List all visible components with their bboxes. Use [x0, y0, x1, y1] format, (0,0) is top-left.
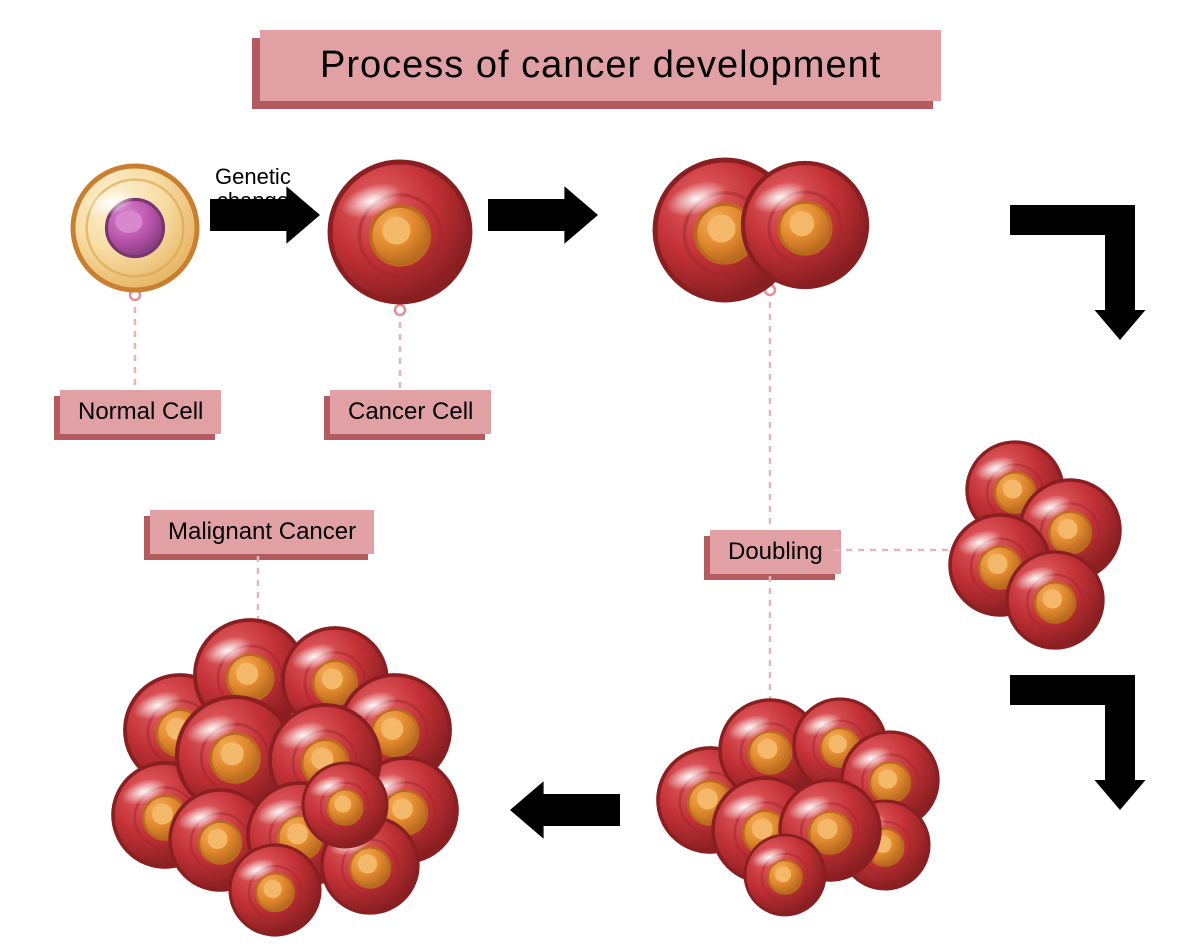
label-normal: Normal Cell — [60, 390, 221, 434]
diagram-title-text: Process of cancer development — [260, 30, 941, 101]
arrow-a3 — [1010, 205, 1146, 340]
connector — [395, 305, 405, 388]
connector — [130, 290, 140, 388]
label-normal-text: Normal Cell — [60, 390, 221, 434]
doubling-cells-icon — [655, 160, 867, 300]
cluster-cells-icon — [658, 699, 938, 915]
quad-cells-icon — [950, 442, 1120, 648]
normal-cell-icon — [73, 166, 197, 290]
arrow-a4 — [1010, 675, 1146, 810]
label-doubling: Doubling — [710, 530, 841, 574]
arrow-a5 — [510, 781, 620, 839]
diagram-title: Process of cancer development — [260, 30, 941, 101]
label-cancer-text: Cancer Cell — [330, 390, 491, 434]
label-doubling-text: Doubling — [710, 530, 841, 574]
cancer-cell-icon — [330, 162, 470, 302]
connector — [765, 285, 775, 528]
connector — [834, 545, 985, 555]
connector — [253, 556, 263, 630]
label-malignant-text: Malignant Cancer — [150, 510, 374, 554]
arrow-label-genetic: Genetic change — [215, 165, 291, 213]
label-malignant: Malignant Cancer — [150, 510, 374, 554]
malignant-cells-icon — [113, 620, 457, 935]
label-cancer: Cancer Cell — [330, 390, 491, 434]
arrow-a2 — [488, 186, 598, 244]
